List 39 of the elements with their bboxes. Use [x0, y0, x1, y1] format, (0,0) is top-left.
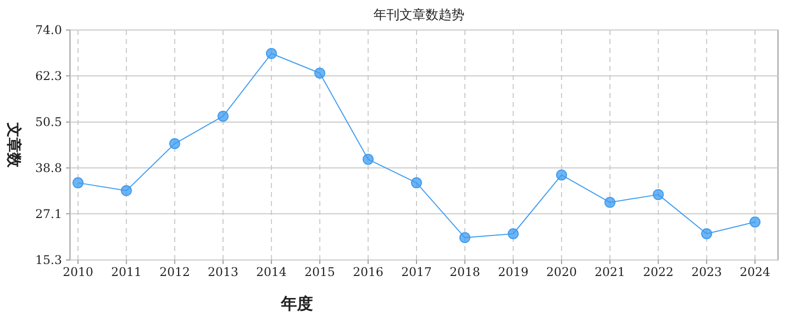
- point: [72, 177, 84, 188]
- x-tick-label: 2010: [62, 265, 94, 279]
- x-tick-label: 2011: [111, 265, 142, 279]
- x-tick-label: 2022: [643, 265, 674, 279]
- point: [508, 228, 519, 240]
- point: [652, 189, 664, 200]
- x-tick-label: 2019: [498, 265, 528, 279]
- y-tick-label: 50.5: [35, 115, 62, 130]
- point: [218, 110, 229, 122]
- point: [750, 216, 760, 228]
- point: [169, 138, 180, 150]
- x-tick-label: 2016: [352, 265, 384, 279]
- x-tick-label: 2017: [401, 265, 432, 279]
- point: [362, 154, 374, 165]
- point: [604, 196, 616, 208]
- x-tick-label: 2014: [256, 265, 288, 279]
- point: [411, 177, 422, 188]
- chart-title: 年刊文章数趋势: [374, 8, 464, 23]
- x-tick-label: 2024: [740, 265, 771, 279]
- point: [556, 169, 568, 180]
- y-tick-label: 38.8: [35, 160, 62, 175]
- x-tick-label: 2012: [159, 265, 190, 279]
- x-axis-title: 年度: [280, 294, 313, 313]
- point: [314, 68, 326, 79]
- point: [701, 228, 712, 240]
- point: [266, 48, 277, 60]
- y-axis-title: 文章数: [5, 122, 23, 168]
- x-tick-label: 2013: [208, 265, 238, 279]
- y-tick-label: 74.0: [35, 23, 62, 37]
- x-tick-label: 2015: [304, 265, 336, 279]
- x-tick-label: 2018: [450, 265, 480, 279]
- y-tick-label: 27.1: [35, 206, 62, 221]
- point: [120, 185, 132, 196]
- y-tick-label: 15.3: [35, 253, 62, 267]
- x-tick-label: 2021: [594, 265, 626, 279]
- x-tick-label: 2020: [546, 265, 577, 279]
- y-tick-label: 62.3: [35, 68, 62, 83]
- x-tick-label: 2023: [691, 265, 722, 279]
- point: [459, 232, 470, 244]
